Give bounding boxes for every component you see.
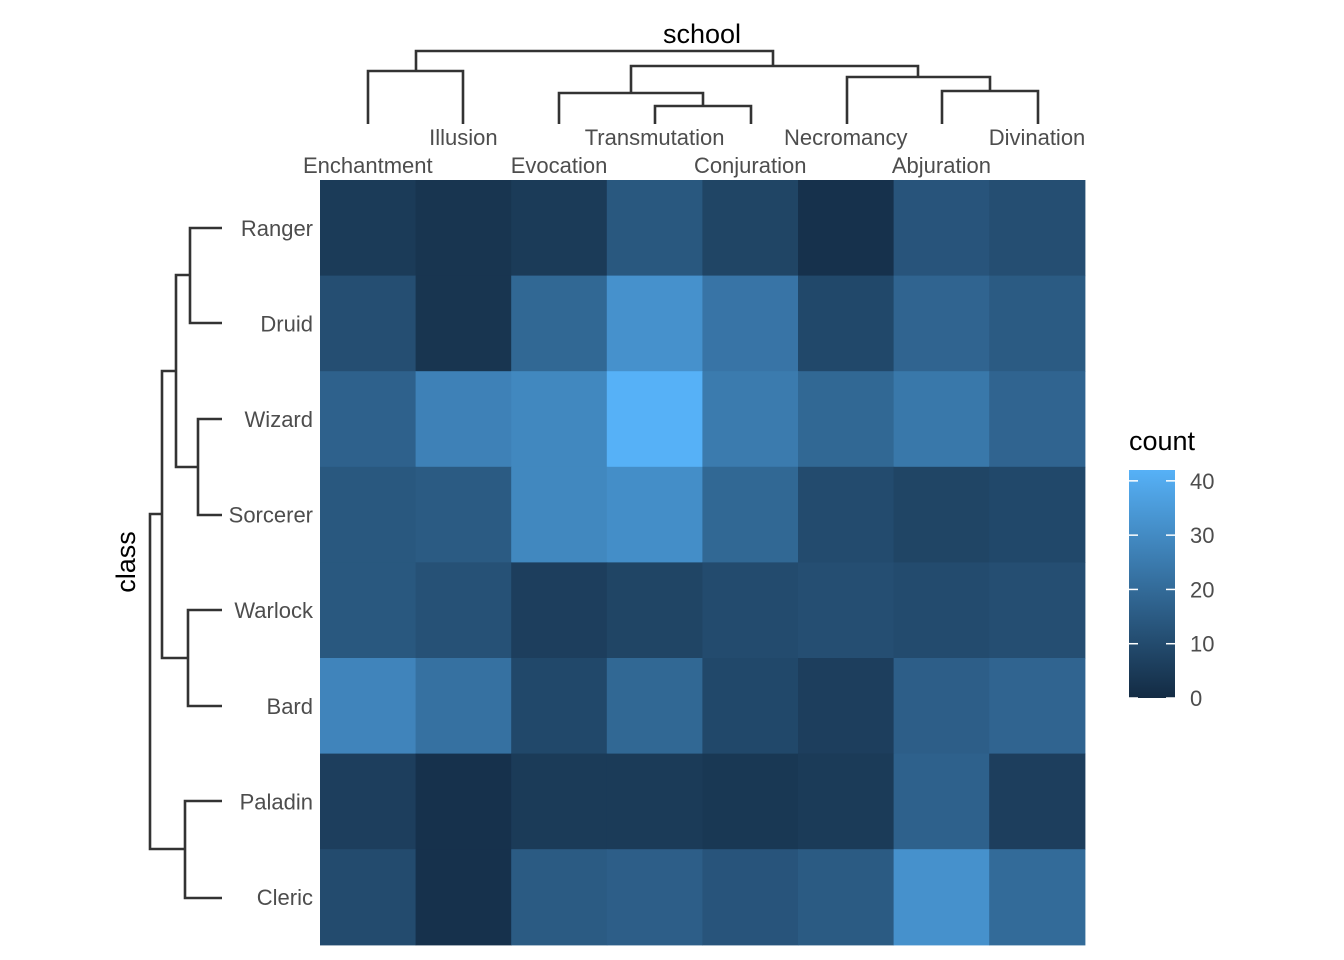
heatmap-cell-bard-abjuration	[893, 658, 990, 755]
heatmap-cell-ranger-abjuration	[893, 180, 990, 277]
heatmap-cell-wizard-evocation	[511, 371, 608, 468]
y-tick-label: Paladin	[240, 789, 313, 814]
heatmap-cell-cleric-divination	[989, 849, 1086, 946]
x-tick-label: Necromancy	[784, 125, 907, 150]
heatmap-cell-cleric-enchantment	[320, 849, 417, 946]
y-tick-label: Sorcerer	[229, 503, 313, 528]
heatmap-cell-cleric-transmutation	[606, 849, 703, 946]
column-dendrogram	[366, 49, 1040, 124]
x-tick-label: Abjuration	[892, 153, 991, 178]
heatmap-cells	[320, 180, 1086, 946]
y-tick-label: Wizard	[245, 407, 313, 432]
heatmap-cell-wizard-abjuration	[893, 371, 990, 468]
heatmap-cell-sorcerer-enchantment	[320, 466, 417, 563]
legend-tick-label: 20	[1190, 577, 1214, 602]
heatmap-cell-druid-necromancy	[798, 275, 895, 372]
heatmap-cell-paladin-evocation	[511, 753, 608, 850]
heatmap-cell-druid-abjuration	[893, 275, 990, 372]
heatmap-cell-warlock-evocation	[511, 562, 608, 659]
heatmap-cell-sorcerer-abjuration	[893, 466, 990, 563]
heatmap-cell-cleric-illusion	[415, 849, 512, 946]
heatmap-cell-paladin-conjuration	[702, 753, 799, 850]
legend-tick-label: 0	[1190, 686, 1202, 711]
heatmap-cell-ranger-evocation	[511, 180, 608, 277]
heatmap-cell-wizard-illusion	[415, 371, 512, 468]
heatmap-cell-sorcerer-evocation	[511, 466, 608, 563]
heatmap-cell-paladin-transmutation	[606, 753, 703, 850]
heatmap-cell-cleric-abjuration	[893, 849, 990, 946]
heatmap-cell-warlock-divination	[989, 562, 1086, 659]
heatmap-cell-paladin-abjuration	[893, 753, 990, 850]
heatmap-cell-cleric-conjuration	[702, 849, 799, 946]
heatmap-cell-bard-transmutation	[606, 658, 703, 755]
heatmap-cell-sorcerer-illusion	[415, 466, 512, 563]
x-tick-label: Transmutation	[585, 125, 725, 150]
heatmap-cell-cleric-necromancy	[798, 849, 895, 946]
x-tick-label: Enchantment	[303, 153, 433, 178]
y-tick-label: Cleric	[257, 885, 313, 910]
x-axis-title: school	[663, 19, 741, 49]
legend-tick-label: 30	[1190, 523, 1214, 548]
y-tick-labels: Ranger Druid Wizard Sorcerer Warlock Bard Pala…	[229, 216, 314, 910]
y-tick-label: Warlock	[234, 598, 314, 623]
y-tick-label: Ranger	[241, 216, 313, 241]
heatmap-cell-wizard-transmutation	[606, 371, 703, 468]
heatmap-cell-warlock-illusion	[415, 562, 512, 659]
heatmap-cell-wizard-divination	[989, 371, 1086, 468]
heatmap-cell-bard-illusion	[415, 658, 512, 755]
x-tick-label: Evocation	[511, 153, 608, 178]
heatmap-cell-cleric-evocation	[511, 849, 608, 946]
heatmap-cell-wizard-conjuration	[702, 371, 799, 468]
heatmap-cell-sorcerer-transmutation	[606, 466, 703, 563]
legend: count 0 10 20 30 40	[1129, 426, 1214, 711]
x-tick-labels: Enchantment Illusion Evocation Transmutatio…	[303, 125, 1085, 178]
heatmap-cell-druid-evocation	[511, 275, 608, 372]
row-dendrogram	[148, 226, 222, 900]
heatmap-cell-ranger-conjuration	[702, 180, 799, 277]
heatmap-cell-druid-enchantment	[320, 275, 417, 372]
heatmap-cell-bard-conjuration	[702, 658, 799, 755]
heatmap-cell-druid-divination	[989, 275, 1086, 372]
heatmap-cell-ranger-necromancy	[798, 180, 895, 277]
heatmap-cell-bard-necromancy	[798, 658, 895, 755]
x-tick-label: Conjuration	[694, 153, 807, 178]
heatmap-cell-wizard-enchantment	[320, 371, 417, 468]
heatmap-cell-wizard-necromancy	[798, 371, 895, 468]
legend-tick-label: 40	[1190, 469, 1214, 494]
x-tick-label: Divination	[989, 125, 1086, 150]
heatmap-cell-paladin-enchantment	[320, 753, 417, 850]
y-axis-title: class	[111, 531, 141, 593]
y-tick-label: Druid	[260, 311, 313, 336]
heatmap-cell-ranger-enchantment	[320, 180, 417, 277]
heatmap-cell-ranger-transmutation	[606, 180, 703, 277]
heatmap-cell-bard-enchantment	[320, 658, 417, 755]
heatmap-cell-warlock-enchantment	[320, 562, 417, 659]
heatmap-cell-druid-conjuration	[702, 275, 799, 372]
legend-tick-label: 10	[1190, 632, 1214, 657]
y-tick-label: Bard	[267, 694, 313, 719]
x-tick-label: Illusion	[429, 125, 497, 150]
heatmap-cell-paladin-illusion	[415, 753, 512, 850]
heatmap-cell-sorcerer-conjuration	[702, 466, 799, 563]
heatmap-cell-sorcerer-necromancy	[798, 466, 895, 563]
legend-colorbar	[1129, 470, 1175, 698]
legend-title: count	[1129, 426, 1196, 456]
heatmap-cell-druid-transmutation	[606, 275, 703, 372]
legend-ticks: 0 10 20 30 40	[1129, 469, 1214, 711]
heatmap-cell-warlock-transmutation	[606, 562, 703, 659]
heatmap-cell-bard-divination	[989, 658, 1086, 755]
heatmap-cell-druid-illusion	[415, 275, 512, 372]
heatmap-cell-warlock-necromancy	[798, 562, 895, 659]
heatmap-cell-warlock-conjuration	[702, 562, 799, 659]
heatmap-cell-bard-evocation	[511, 658, 608, 755]
heatmap-cell-paladin-divination	[989, 753, 1086, 850]
heatmap-cell-sorcerer-divination	[989, 466, 1086, 563]
heatmap-cell-warlock-abjuration	[893, 562, 990, 659]
heatmap-cell-ranger-illusion	[415, 180, 512, 277]
heatmap-cell-ranger-divination	[989, 180, 1086, 277]
heatmap-cell-paladin-necromancy	[798, 753, 895, 850]
